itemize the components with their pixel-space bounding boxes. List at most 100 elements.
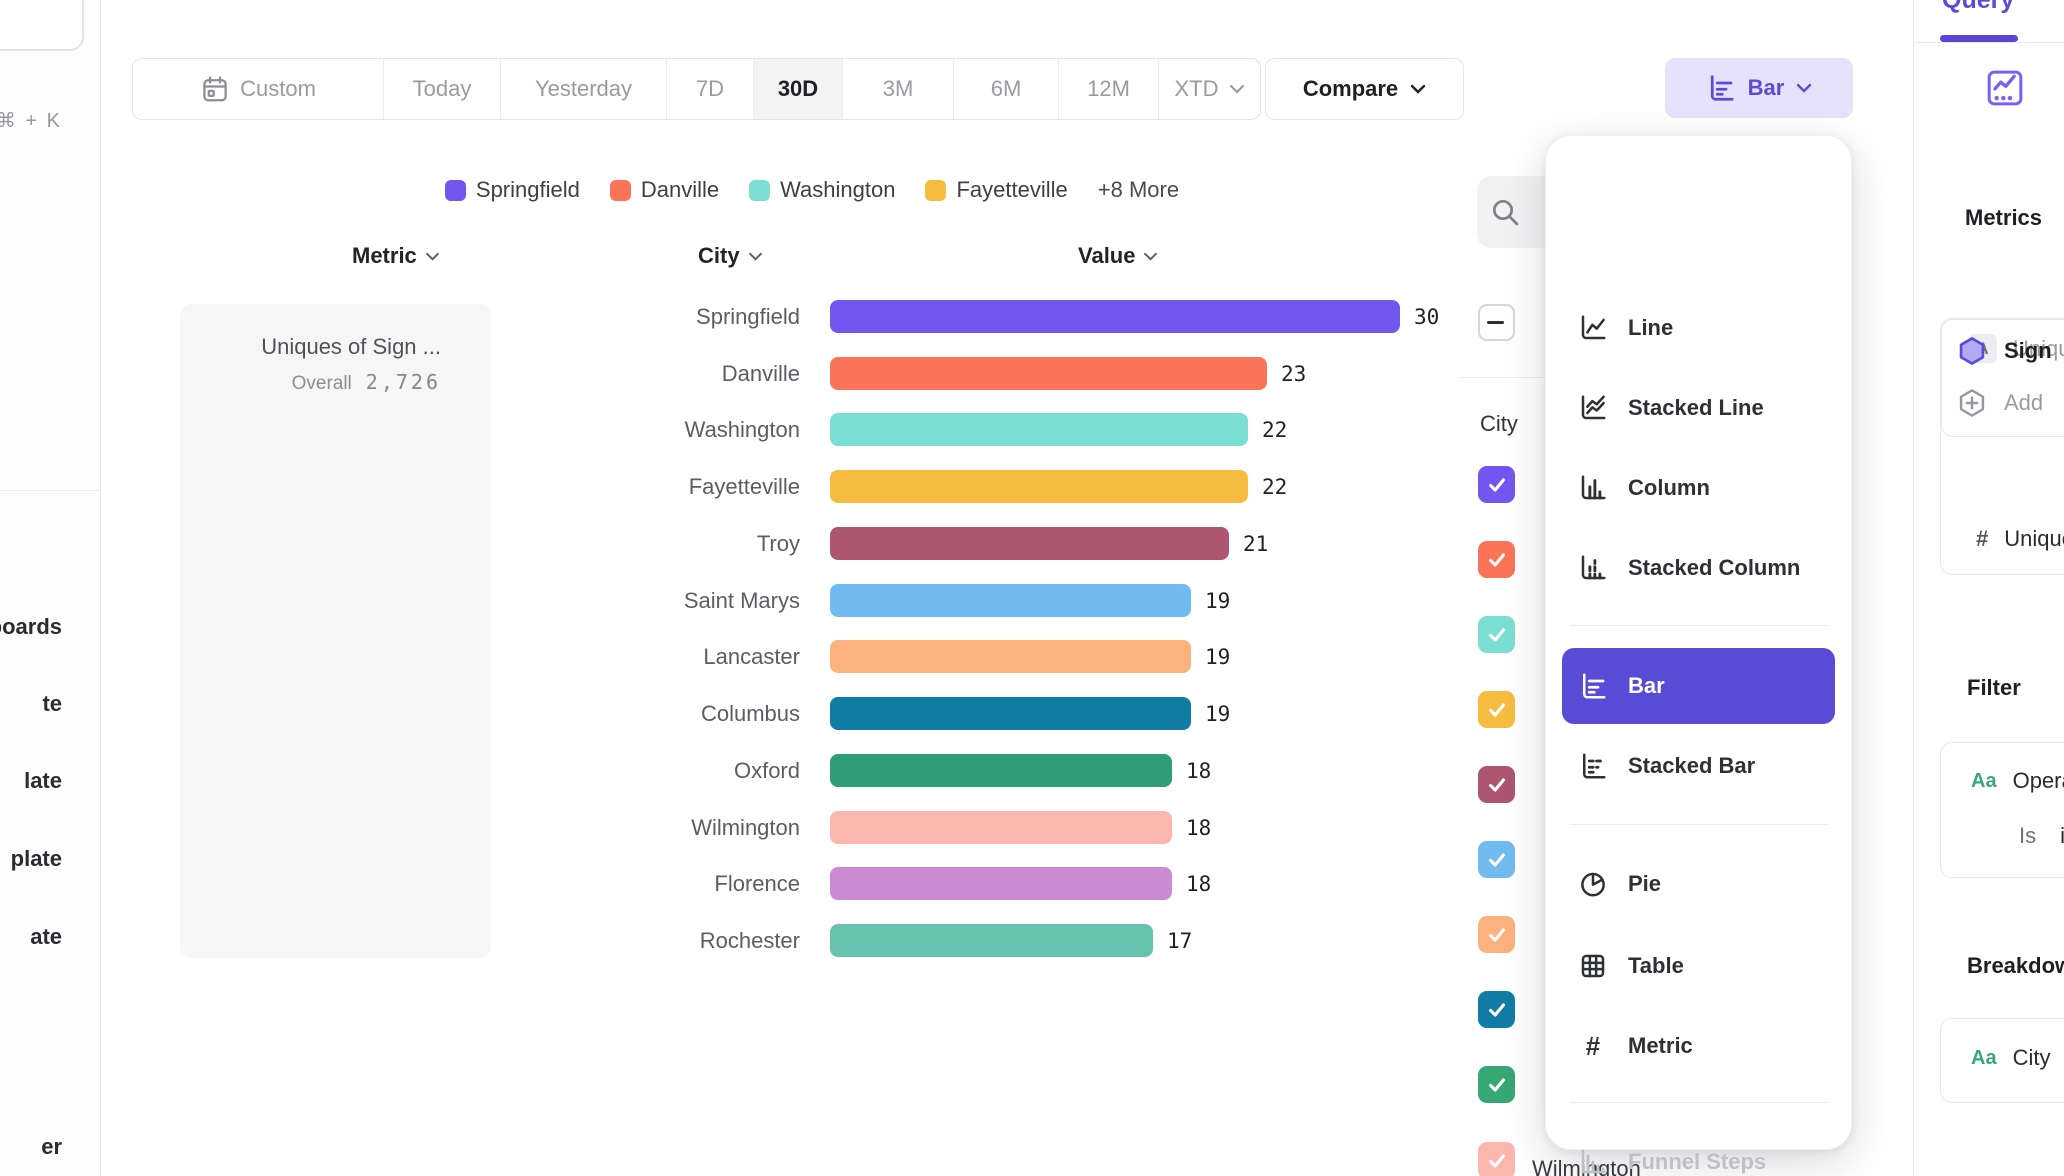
bar-saint-marys[interactable] (830, 584, 1191, 617)
bar-danville[interactable] (830, 357, 1267, 390)
metric-card[interactable]: Uniques of Sign ... Overall 2,726 (180, 304, 491, 958)
breakdown-property-row: Aa City (1971, 1045, 2051, 1070)
date-range-control: Custom Today Yesterday 7D 30D 3M 6M 12M … (132, 58, 1261, 120)
legend-more[interactable]: +8 More (1097, 177, 1180, 202)
range-xtd[interactable]: XTD (1159, 59, 1260, 119)
menu-item-bar-selected[interactable]: Bar (1562, 648, 1835, 724)
chart-preview-icon[interactable] (1985, 68, 2025, 108)
add-event-row[interactable]: Add (1956, 387, 2043, 419)
range-yesterday[interactable]: Yesterday (501, 59, 667, 119)
bar-row: Saint Marys 19 (100, 584, 1460, 617)
range-6m[interactable]: 6M (954, 59, 1059, 119)
column-header-metric[interactable]: Metric (352, 240, 440, 272)
city-panel-divider (1460, 377, 1556, 378)
city-checkbox-troy[interactable] (1478, 766, 1515, 803)
legend-item-danville[interactable]: Danville (609, 177, 719, 203)
menu-divider (1570, 824, 1828, 825)
legend-item-springfield[interactable]: Springfield (444, 177, 580, 203)
legend-item-fayetteville[interactable]: Fayetteville (925, 177, 1068, 203)
bar-lancaster[interactable] (830, 640, 1191, 673)
column-header-value[interactable]: Value (1078, 240, 1158, 272)
range-30d[interactable]: 30D (754, 59, 843, 119)
column-chart-icon (1581, 475, 1606, 500)
city-checkbox-fayetteville[interactable] (1478, 691, 1515, 728)
bar-troy[interactable] (830, 527, 1229, 560)
breakdown-card[interactable]: Aa City (1940, 1018, 2064, 1103)
chevron-down-icon (1410, 84, 1426, 94)
bar-row: Fayetteville 22 (100, 470, 1460, 503)
bar-wilmington[interactable] (830, 811, 1172, 844)
menu-item-pie[interactable]: Pie (1578, 862, 1828, 906)
bar-florence[interactable] (830, 867, 1172, 900)
bar-chart-icon (1583, 673, 1606, 699)
menu-item-metric[interactable]: # Metric (1578, 1024, 1828, 1068)
legend-swatch (925, 179, 947, 201)
legend-swatch (444, 179, 466, 201)
active-tab-indicator (1940, 35, 2018, 42)
calendar-icon (203, 76, 227, 102)
bar-fayetteville[interactable] (830, 470, 1248, 503)
metric-title: Uniques of Sign ... (261, 334, 441, 359)
legend-swatch (609, 179, 631, 201)
menu-item-funnel-steps: Funnel Steps (1578, 1140, 1828, 1176)
tab-query[interactable]: Query (1942, 0, 2015, 14)
bar-washington[interactable] (830, 413, 1248, 446)
sidebar-item-late[interactable]: late (24, 768, 62, 793)
check-icon (1488, 1153, 1505, 1168)
chevron-down-icon (425, 252, 439, 261)
menu-item-column[interactable]: Column (1578, 466, 1828, 510)
city-option-label-wilmington[interactable]: Wilmington (1532, 1156, 1641, 1176)
chevron-down-icon (1229, 84, 1244, 94)
column-header-city[interactable]: City (698, 240, 763, 272)
menu-item-line[interactable]: Line (1578, 306, 1828, 350)
city-checkbox-wilmington[interactable] (1478, 1142, 1515, 1176)
sidebar-item-te[interactable]: te (42, 691, 62, 716)
menu-item-table[interactable]: Table (1578, 944, 1828, 988)
compare-button[interactable]: Compare (1265, 58, 1464, 120)
city-checkbox-lancaster[interactable] (1478, 916, 1515, 953)
sidebar-item-plate[interactable]: plate (10, 846, 62, 871)
keyboard-shortcut-hint: ⌘ + K (0, 110, 62, 132)
check-icon (1488, 927, 1505, 942)
bar-springfield[interactable] (830, 300, 1400, 333)
hexagon-plus-icon (1959, 389, 1985, 417)
bar-row: Florence 18 (100, 867, 1460, 900)
city-checkbox-saint-marys[interactable] (1478, 841, 1515, 878)
chart-type-menu: Line Stacked Line Column Stacked Column … (1545, 135, 1852, 1174)
sidebar-item-ate[interactable]: ate (30, 924, 62, 949)
tab-bar-border (1913, 42, 2064, 43)
menu-item-stacked-column[interactable]: Stacked Column (1578, 546, 1828, 590)
funnel-steps-icon (1581, 1149, 1606, 1174)
range-3m[interactable]: 3M (843, 59, 954, 119)
bar-columbus[interactable] (830, 697, 1191, 730)
menu-item-stacked-bar[interactable]: Stacked Bar (1578, 744, 1828, 788)
city-checkbox-oxford[interactable] (1478, 1066, 1515, 1103)
range-7d[interactable]: 7D (667, 59, 754, 119)
select-all-checkbox[interactable] (1478, 304, 1515, 341)
query-panel (1913, 0, 2064, 1176)
legend-item-washington[interactable]: Washington (749, 177, 895, 203)
range-12m[interactable]: 12M (1059, 59, 1159, 119)
bar-oxford[interactable] (830, 754, 1172, 787)
city-checkbox-springfield[interactable] (1478, 466, 1515, 503)
city-checkbox-columbus[interactable] (1478, 991, 1515, 1028)
stacked-column-chart-icon (1581, 555, 1606, 580)
city-checkbox-danville[interactable] (1478, 541, 1515, 578)
filter-property-row: Aa Operat (1971, 768, 2064, 793)
chart-type-button[interactable]: Bar (1665, 58, 1853, 118)
sidebar-item-boards[interactable]: boards (0, 614, 62, 639)
bar-rochester[interactable] (830, 924, 1153, 957)
sidebar-search-card[interactable] (0, 0, 84, 51)
check-icon (1488, 627, 1505, 642)
filter-card[interactable]: Aa Operat Is i (1940, 742, 2064, 878)
sidebar-divider (0, 490, 100, 491)
range-today[interactable]: Today (384, 59, 501, 119)
menu-item-stacked-line[interactable]: Stacked Line (1578, 386, 1828, 430)
range-custom[interactable]: Custom (133, 59, 384, 119)
table-icon (1581, 954, 1605, 978)
measure-row[interactable]: # Unique (1976, 526, 2064, 551)
event-row[interactable]: Sign (1956, 335, 2052, 367)
city-checkbox-washington[interactable] (1478, 616, 1515, 653)
chevron-down-icon (1144, 252, 1158, 261)
sidebar-item-er[interactable]: er (41, 1134, 62, 1159)
